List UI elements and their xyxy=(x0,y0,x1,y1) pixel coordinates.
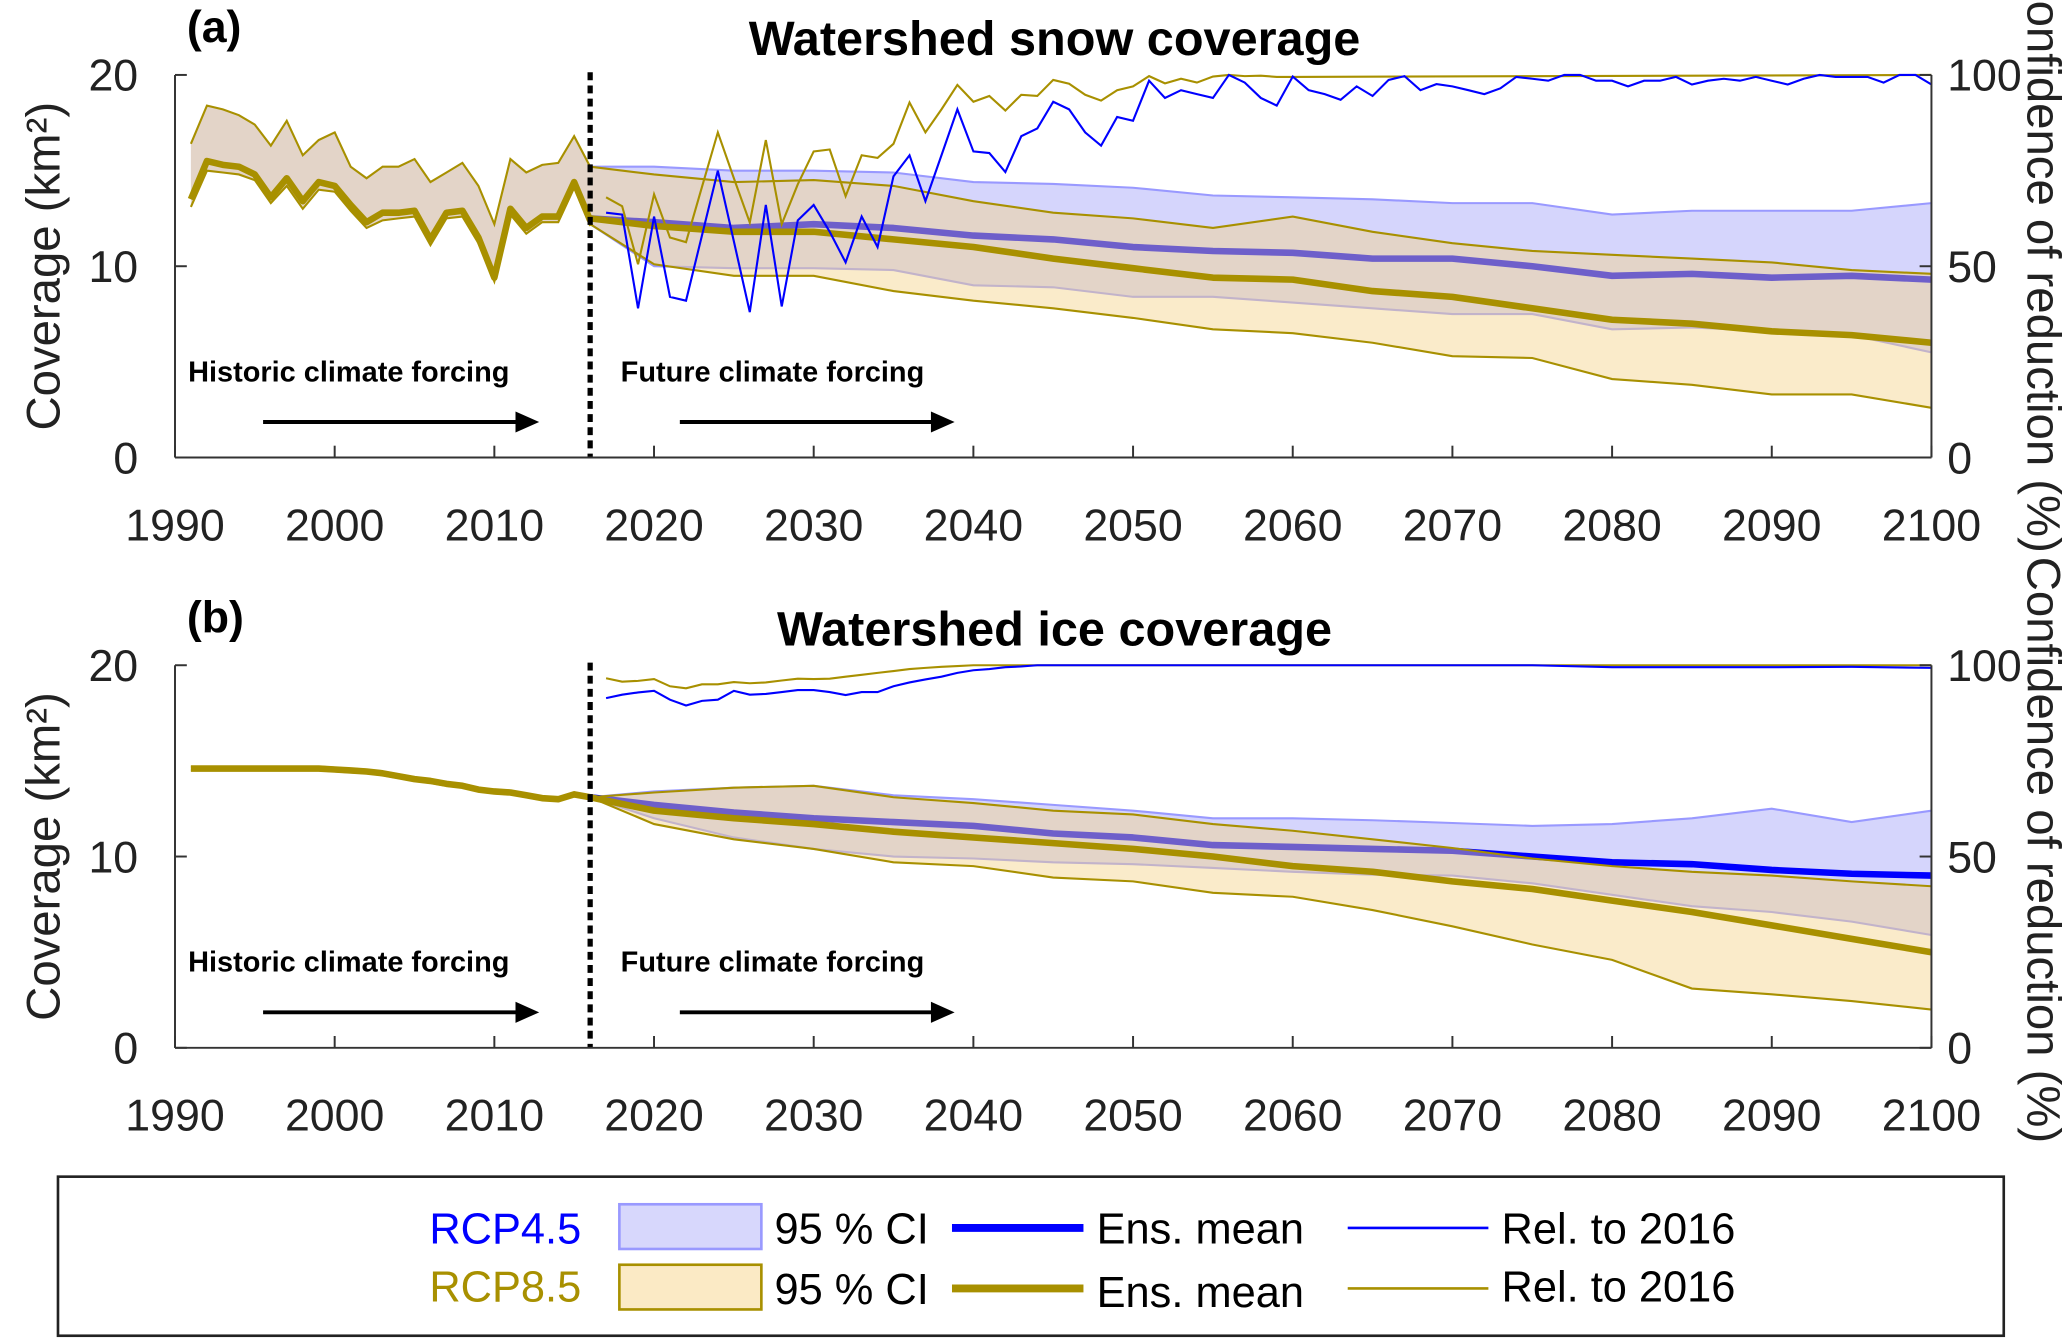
x-tick-label: 2100 xyxy=(1882,501,1981,550)
rcp85-ci-lower-line xyxy=(589,223,1932,409)
y-tick-label: 20 xyxy=(88,52,138,101)
x-tick-label: 2070 xyxy=(1403,501,1502,550)
x-tick-label: 2010 xyxy=(445,1092,544,1141)
x-tick-label: 2040 xyxy=(924,501,1023,550)
rcp45-confidence-line xyxy=(605,664,1932,707)
rcp85-ensemble-mean-line xyxy=(589,794,1932,956)
legend-ci-swatch-rcp85 xyxy=(618,1263,763,1311)
legend-ci-label-rcp85: 95 % CI xyxy=(775,1266,929,1314)
legend-rel-label-rcp45: Rel. to 2016 xyxy=(1502,1206,1736,1254)
panel-label: (b) xyxy=(187,593,244,642)
y2-tick-label: 0 xyxy=(1947,1025,1972,1074)
arrow-head-icon xyxy=(515,411,540,433)
legend: RCP4.5 95 % CI Ens. mean Rel. to 2016 RC… xyxy=(56,1175,2006,1338)
arrow-head-icon xyxy=(930,411,955,433)
y2-tick-label: 0 xyxy=(1947,434,1972,483)
chart-title: Watershed ice coverage xyxy=(777,603,1332,657)
chart-title: Watershed snow coverage xyxy=(749,12,1361,66)
legend-ci-swatch-rcp45 xyxy=(618,1202,763,1251)
x-tick-label: 2080 xyxy=(1562,1092,1661,1141)
x-tick-label: 2050 xyxy=(1083,501,1182,550)
legend-mean-label-rcp45: Ens. mean xyxy=(1097,1206,1304,1254)
rcp85-confidence-line xyxy=(605,664,1932,690)
historic-ensemble-mean-line xyxy=(190,765,591,803)
x-tick-label: 2090 xyxy=(1722,501,1821,550)
legend-mean-label-rcp85: Ens. mean xyxy=(1097,1269,1304,1317)
y2-tick-label: 100 xyxy=(1947,642,2022,691)
rcp45-ensemble-mean-line xyxy=(589,793,1932,879)
rcp85-ci-band xyxy=(590,166,1932,408)
y2-axis-label: Confidence of reduction (%) xyxy=(2016,557,2067,1143)
arrow-head-icon xyxy=(515,1001,540,1023)
rcp85-ci-band xyxy=(590,785,1932,1010)
historic-ci-band-base xyxy=(190,105,591,282)
x-tick-label: 2060 xyxy=(1243,1092,1342,1141)
historic-ci-upper-line xyxy=(189,104,592,228)
x-tick-label: 2100 xyxy=(1882,1092,1981,1141)
y-tick-label: 10 xyxy=(88,833,138,882)
x-tick-label: 1990 xyxy=(125,1092,224,1141)
x-tick-label: 2010 xyxy=(445,501,544,550)
y-tick-label: 20 xyxy=(88,642,138,691)
legend-rel-label-rcp85: Rel. to 2016 xyxy=(1502,1264,1736,1312)
historic-forcing-label: Historic climate forcing xyxy=(188,356,509,388)
y2-tick-label: 100 xyxy=(1947,52,2022,101)
rcp85-ci-lower-line xyxy=(589,796,1932,1011)
rcp85-confidence-line xyxy=(605,73,1932,265)
historic-ensemble-mean-line xyxy=(187,157,594,281)
x-tick-label: 2080 xyxy=(1562,501,1661,550)
x-tick-label: 2070 xyxy=(1403,1092,1502,1141)
future-forcing-label: Future climate forcing xyxy=(621,356,925,388)
legend-scenario-rcp85: RCP8.5 xyxy=(429,1264,581,1312)
x-tick-label: 2090 xyxy=(1722,1092,1821,1141)
y-tick-label: 0 xyxy=(113,434,138,483)
x-tick-label: 2020 xyxy=(604,501,703,550)
y2-tick-label: 50 xyxy=(1947,243,1997,292)
rcp45-ci-upper-line xyxy=(590,165,1932,216)
y-tick-label: 10 xyxy=(88,243,138,292)
historic-ci-band xyxy=(190,105,591,282)
x-tick-label: 2060 xyxy=(1243,501,1342,550)
y-axis-label: Coverage (km²) xyxy=(17,692,70,1021)
rcp45-ensemble-mean-line xyxy=(589,215,1932,283)
x-tick-label: 2000 xyxy=(285,1092,384,1141)
y-tick-label: 0 xyxy=(113,1025,138,1074)
panel-label: (a) xyxy=(187,3,242,52)
legend-box xyxy=(56,1175,2006,1338)
panel-snow: 1990 2000 2010 2020 2030 2040 2050 2060 2070 2080… xyxy=(17,0,2067,553)
x-tick-label: 2040 xyxy=(924,1092,1023,1141)
x-tick-label: 2030 xyxy=(764,1092,863,1141)
legend-scenario-rcp45: RCP4.5 xyxy=(429,1206,581,1254)
y2-tick-label: 50 xyxy=(1947,833,1997,882)
future-forcing-label: Future climate forcing xyxy=(621,947,925,979)
y-axis-label: Coverage (km²) xyxy=(17,102,70,431)
x-tick-label: 2000 xyxy=(285,501,384,550)
x-tick-label: 2020 xyxy=(604,1092,703,1141)
y2-axis-label: Confidence of reduction (%) xyxy=(2016,0,2067,553)
rcp85-ensemble-mean-line xyxy=(589,215,1932,347)
historic-forcing-label: Historic climate forcing xyxy=(188,947,509,979)
legend-ci-label-rcp45: 95 % CI xyxy=(775,1206,929,1254)
x-tick-label: 2050 xyxy=(1083,1092,1182,1141)
rcp85-ci-upper-line xyxy=(590,784,1932,888)
x-tick-label: 1990 xyxy=(125,501,224,550)
rcp45-confidence-line xyxy=(605,73,1932,313)
arrow-head-icon xyxy=(930,1001,955,1023)
x-tick-label: 2030 xyxy=(764,501,863,550)
panel-ice: 1990 2000 2010 2020 2030 2040 2050 2060 2070 2080… xyxy=(17,557,2067,1143)
